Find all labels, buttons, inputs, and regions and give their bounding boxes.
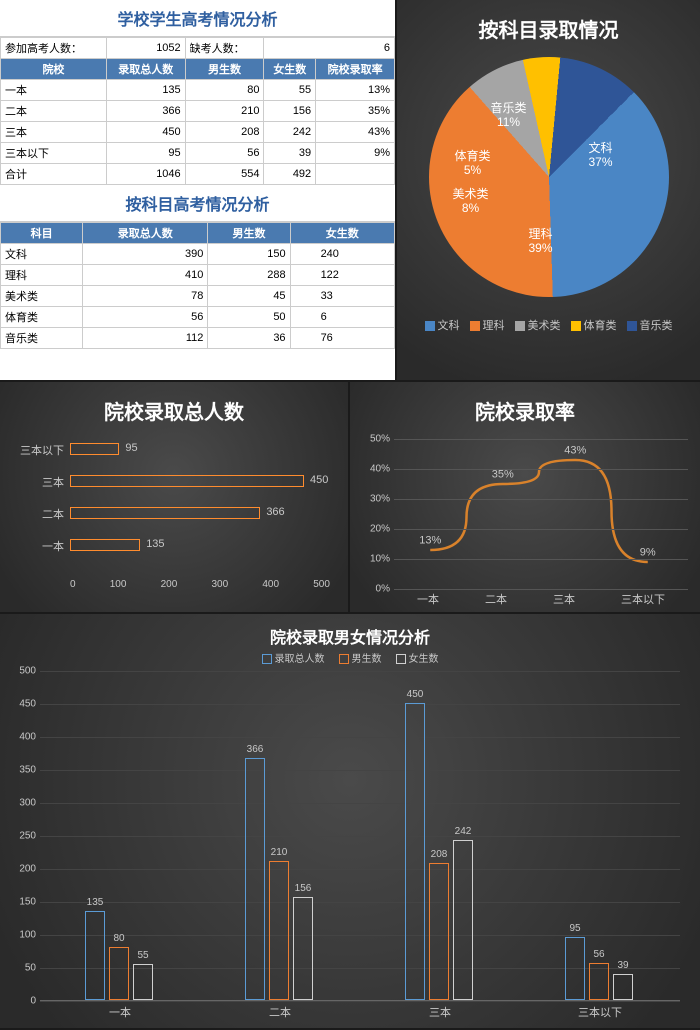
pie-panel: 按科目录取情况 文科37%理科39%美术类8%体育类5%音乐类11% 文科理科美…	[397, 0, 700, 380]
tables-panel: 学校学生高考情况分析 参加高考人数： 1052 缺考人数： 6 院校 录取总人数…	[0, 0, 395, 380]
pie-legend: 文科理科美术类体育类音乐类	[397, 317, 700, 333]
pie-title: 按科目录取情况	[397, 0, 700, 47]
hbar-title: 院校录取总人数	[0, 382, 348, 429]
table2: 科目 录取总人数 男生数 女生数 文科390150240理科410288122美…	[0, 222, 395, 349]
table1-title: 学校学生高考情况分析	[0, 0, 395, 37]
line-panel: 院校录取率 一本二本三本三本以下 0%10%20%30%40%50%13%35%…	[350, 382, 700, 612]
bigbar-chart: 050100150200250300350400450500一本1358055二…	[40, 671, 680, 1001]
line-title: 院校录取率	[350, 382, 700, 429]
hbar-panel: 院校录取总人数 0100200300400500 三本以下95三本450二本36…	[0, 382, 348, 612]
table2-title: 按科目高考情况分析	[0, 185, 395, 222]
bigbar-legend: 录取总人数男生数女生数	[0, 650, 700, 665]
table1: 参加高考人数： 1052 缺考人数： 6 院校 录取总人数 男生数 女生数 院校…	[0, 37, 395, 185]
bigbar-panel: 院校录取男女情况分析 录取总人数男生数女生数 05010015020025030…	[0, 614, 700, 1028]
hbar-chart: 0100200300400500 三本以下95三本450二本366一本135	[70, 437, 330, 572]
line-chart: 一本二本三本三本以下 0%10%20%30%40%50%13%35%43%9%	[394, 439, 688, 589]
bigbar-title: 院校录取男女情况分析	[0, 614, 700, 650]
